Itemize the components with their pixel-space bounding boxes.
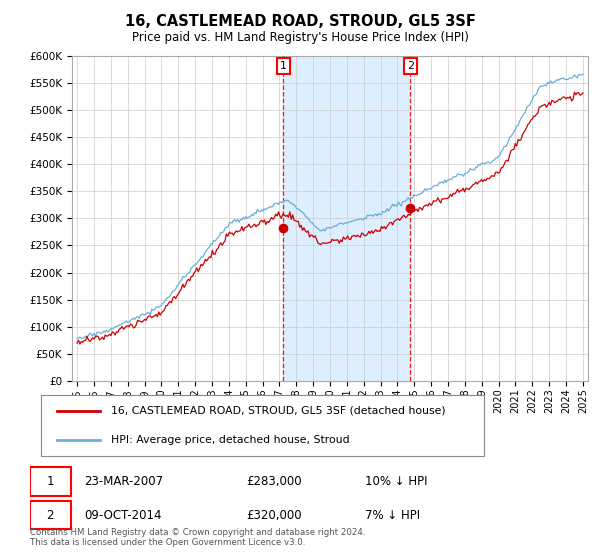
Text: 16, CASTLEMEAD ROAD, STROUD, GL5 3SF: 16, CASTLEMEAD ROAD, STROUD, GL5 3SF bbox=[125, 14, 475, 29]
FancyBboxPatch shape bbox=[30, 501, 71, 529]
Text: 16, CASTLEMEAD ROAD, STROUD, GL5 3SF (detached house): 16, CASTLEMEAD ROAD, STROUD, GL5 3SF (de… bbox=[111, 406, 446, 416]
Text: Contains HM Land Registry data © Crown copyright and database right 2024.
This d: Contains HM Land Registry data © Crown c… bbox=[30, 528, 365, 548]
Text: 1: 1 bbox=[280, 60, 287, 71]
Text: 23-MAR-2007: 23-MAR-2007 bbox=[84, 475, 163, 488]
Text: HPI: Average price, detached house, Stroud: HPI: Average price, detached house, Stro… bbox=[111, 435, 350, 445]
Text: 2: 2 bbox=[46, 508, 54, 522]
Bar bbox=[283, 56, 410, 381]
Text: 10% ↓ HPI: 10% ↓ HPI bbox=[365, 475, 427, 488]
FancyBboxPatch shape bbox=[41, 395, 484, 456]
Text: £283,000: £283,000 bbox=[246, 475, 302, 488]
Text: 7% ↓ HPI: 7% ↓ HPI bbox=[365, 508, 420, 522]
FancyBboxPatch shape bbox=[30, 468, 71, 496]
Text: £320,000: £320,000 bbox=[246, 508, 302, 522]
Text: 09-OCT-2014: 09-OCT-2014 bbox=[84, 508, 161, 522]
Text: Price paid vs. HM Land Registry's House Price Index (HPI): Price paid vs. HM Land Registry's House … bbox=[131, 31, 469, 44]
Text: 2: 2 bbox=[407, 60, 414, 71]
Text: 1: 1 bbox=[46, 475, 54, 488]
